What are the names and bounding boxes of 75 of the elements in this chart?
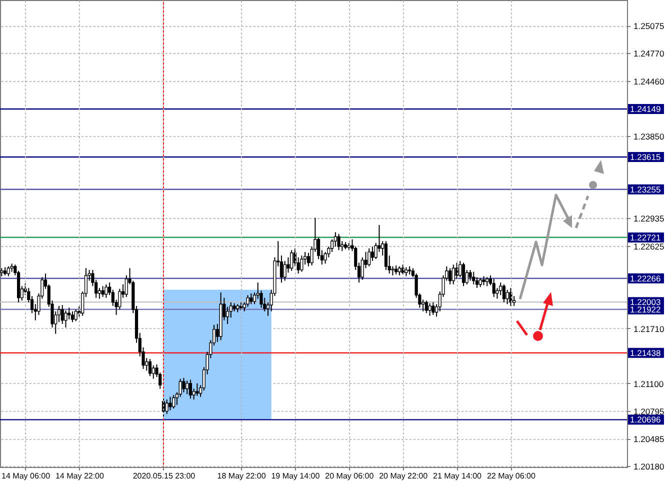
y-tick-label: 1.25075 [634,21,664,32]
candlestick [290,250,294,272]
candlestick [186,380,189,395]
ref-line-label: 1.22721 [630,232,661,242]
candlestick [502,284,506,303]
candlestick [306,252,310,267]
candlestick [246,294,250,308]
candlestick [506,289,509,305]
candlestick [226,306,230,324]
x-tick-label: 22 May 06:00 [486,472,536,480]
y-tick-label: 1.24770 [634,48,664,59]
candlestick [101,286,104,298]
candlestick [196,382,199,396]
x-tick-label: 18 May 22:00 [217,472,266,480]
x-tick-label: 14 May 22:00 [55,472,105,480]
y-tick-label: 1.20795 [634,406,664,416]
y-tick-label: 1.21100 [634,378,664,389]
candlestick [74,309,78,322]
candlestick [337,233,340,251]
ref-line-label: 1.22003 [630,297,661,308]
candlestick [422,299,425,312]
y-tick-label: 1.20485 [634,434,664,444]
candlestick [172,394,176,410]
x-tick-label: 20 May 22:00 [379,472,428,480]
candlestick [104,284,108,298]
x-tick-label: 14 May 06:00 [2,472,51,480]
candlestick [468,269,472,282]
ref-line-label: 1.21922 [630,304,661,314]
ref-line-label: 1.21438 [630,348,661,358]
y-tick-label: 1.24460 [634,76,664,86]
candlestick [250,292,253,305]
x-tick-label: 21 May 14:00 [433,472,482,480]
candlestick [68,307,71,320]
candlestick [428,302,432,316]
candlestick [509,287,512,306]
candlestick [283,260,286,282]
candlestick [512,296,516,306]
candlestick [462,262,466,287]
candlestick [432,302,435,316]
candlestick [182,377,186,393]
y-tick-label: 1.22935 [634,214,664,224]
candlestick [188,379,192,400]
candlestick [384,240,388,270]
candlestick [452,264,455,285]
candlestick [70,310,74,323]
candlestick [368,248,371,267]
candlestick [340,240,344,252]
y-tick-label: 1.23850 [634,131,664,142]
x-tick-label: 2020.05.15 23:00 [132,472,196,480]
candlestick [165,399,168,414]
candlestick [424,300,428,314]
candlestick [499,282,502,296]
candlestick [448,268,452,285]
candlestick [148,358,152,377]
ref-line-label: 1.23255 [630,184,661,194]
candlestick [152,364,155,380]
candlestick [370,246,374,262]
candlestick [60,304,64,324]
x-tick-label: 20 May 06:00 [325,472,374,480]
y-tick-label: 1.20180 [634,462,664,472]
candlestick [455,262,458,280]
candlestick [64,310,68,328]
y-tick-label: 1.21710 [634,324,664,334]
y-tick-label: 1.22625 [634,242,664,252]
ref-line-label: 1.22266 [630,273,661,284]
candlestick [472,271,476,285]
candlestick [300,255,304,272]
ref-line-label: 1.20696 [630,414,661,425]
x-tick-label: 19 May 14:00 [271,472,320,480]
candlestick [168,396,172,411]
candlestick [492,278,496,298]
ref-line-label: 1.23615 [630,152,661,162]
ref-line-label: 1.24149 [630,104,661,114]
candlestick [286,256,290,274]
candlestick [6,266,10,277]
